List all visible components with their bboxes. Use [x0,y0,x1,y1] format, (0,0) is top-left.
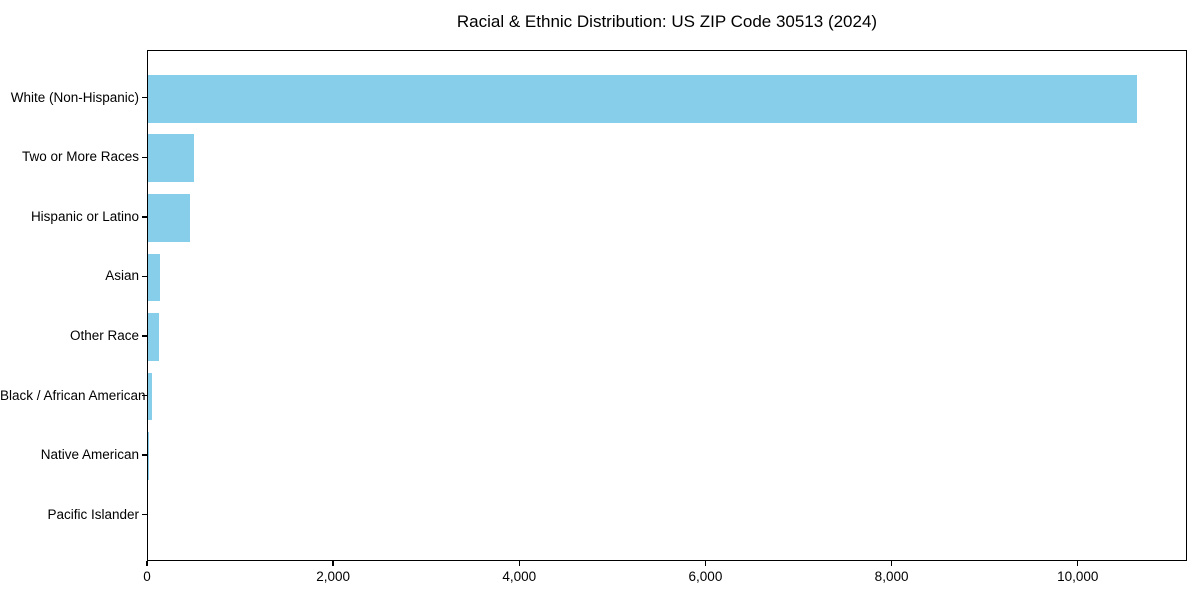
y-axis-tick [142,275,147,278]
x-axis-tick [704,561,707,566]
y-axis-label: Native American [40,447,139,463]
y-axis-label: Hispanic or Latino [30,208,139,224]
bar [148,372,153,421]
x-axis-tick [1076,561,1079,566]
x-axis-tick [890,561,893,566]
bar [148,432,149,480]
bar [148,74,1138,123]
y-axis-label: Black / African American [0,387,146,403]
x-axis-tick [518,561,521,566]
bar [148,253,161,302]
y-axis-tick [142,156,147,159]
y-axis-label: Pacific Islander [47,506,139,522]
y-axis-label: Other Race [69,327,139,343]
y-axis-tick [142,394,147,397]
y-axis-tick [142,96,147,99]
x-axis-tick-label: 6,000 [688,569,723,584]
x-axis-tick-label: 10,000 [1057,569,1099,584]
y-axis-label: White (Non-Hispanic) [10,89,139,105]
bar [148,313,160,361]
x-axis-tick-label: 2,000 [316,569,351,584]
y-axis-tick [142,216,147,218]
y-axis-tick [142,513,147,516]
bar [148,134,194,183]
bar [148,193,190,242]
x-axis-tick [332,561,334,566]
y-axis-tick [142,454,147,456]
plot-area [147,50,1187,561]
y-axis-label: Two or More Races [21,149,139,165]
x-axis-tick-label: 8,000 [874,569,909,584]
y-axis-tick [142,335,147,337]
y-axis-label: Asian [105,268,139,284]
x-axis-tick [146,561,148,566]
x-axis-tick-label: 4,000 [502,569,537,584]
x-axis-tick-label: 0 [143,569,151,584]
chart-title: Racial & Ethnic Distribution: US ZIP Cod… [456,12,878,31]
